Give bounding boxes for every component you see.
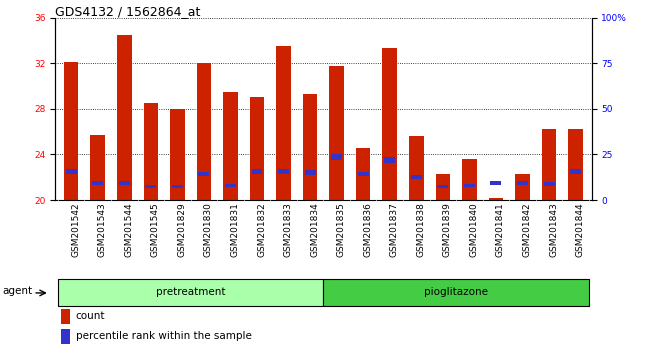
Bar bbox=[278, 169, 289, 174]
Text: GSM201837: GSM201837 bbox=[390, 202, 398, 257]
Text: GSM201833: GSM201833 bbox=[283, 202, 292, 257]
Text: pioglitazone: pioglitazone bbox=[424, 287, 488, 297]
Text: GSM201832: GSM201832 bbox=[257, 202, 266, 257]
Text: count: count bbox=[75, 311, 105, 321]
Bar bbox=[489, 198, 503, 200]
Bar bbox=[570, 169, 581, 174]
Text: GSM201839: GSM201839 bbox=[443, 202, 452, 257]
Text: GSM201545: GSM201545 bbox=[151, 202, 160, 257]
Bar bbox=[92, 181, 103, 185]
Bar bbox=[58, 279, 324, 307]
Bar bbox=[60, 309, 70, 324]
Bar bbox=[436, 174, 450, 200]
Bar bbox=[303, 94, 317, 200]
Bar bbox=[541, 129, 556, 200]
Bar bbox=[358, 172, 369, 176]
Bar bbox=[324, 279, 589, 307]
Bar bbox=[330, 65, 344, 200]
Text: GSM201842: GSM201842 bbox=[523, 202, 532, 257]
Bar bbox=[276, 46, 291, 200]
Bar bbox=[517, 181, 528, 185]
Bar bbox=[411, 175, 422, 179]
Bar bbox=[462, 159, 476, 200]
Text: GSM201544: GSM201544 bbox=[124, 202, 133, 257]
Text: GSM201830: GSM201830 bbox=[204, 202, 213, 257]
Bar bbox=[170, 109, 185, 200]
Text: GSM201831: GSM201831 bbox=[231, 202, 239, 257]
Text: pretreatment: pretreatment bbox=[156, 287, 226, 297]
Text: GSM201843: GSM201843 bbox=[549, 202, 558, 257]
Bar bbox=[331, 154, 342, 160]
Bar bbox=[172, 185, 183, 188]
Text: GSM201542: GSM201542 bbox=[72, 202, 80, 257]
Bar bbox=[491, 181, 501, 185]
Bar bbox=[464, 184, 475, 187]
Bar bbox=[305, 171, 316, 175]
Bar bbox=[252, 169, 263, 174]
Text: GSM201838: GSM201838 bbox=[416, 202, 425, 257]
Text: agent: agent bbox=[3, 286, 33, 296]
Bar bbox=[117, 35, 131, 200]
Bar bbox=[90, 135, 105, 200]
Bar bbox=[382, 48, 397, 200]
Bar bbox=[119, 181, 130, 185]
Bar bbox=[543, 182, 554, 185]
Bar bbox=[225, 184, 236, 187]
Text: GSM201834: GSM201834 bbox=[310, 202, 319, 257]
Bar bbox=[250, 97, 265, 200]
Text: GSM201835: GSM201835 bbox=[337, 202, 346, 257]
Text: GSM201836: GSM201836 bbox=[363, 202, 372, 257]
Bar bbox=[66, 169, 77, 174]
Text: GDS4132 / 1562864_at: GDS4132 / 1562864_at bbox=[55, 5, 201, 18]
Text: GSM201543: GSM201543 bbox=[98, 202, 107, 257]
Text: GSM201829: GSM201829 bbox=[177, 202, 187, 257]
Text: GSM201840: GSM201840 bbox=[469, 202, 478, 257]
Bar bbox=[196, 63, 211, 200]
Bar bbox=[146, 185, 156, 188]
Bar bbox=[198, 172, 209, 176]
Text: GSM201841: GSM201841 bbox=[496, 202, 505, 257]
Bar bbox=[144, 103, 158, 200]
Text: percentile rank within the sample: percentile rank within the sample bbox=[75, 331, 252, 341]
Bar bbox=[515, 174, 530, 200]
Text: GSM201844: GSM201844 bbox=[575, 202, 584, 257]
Bar bbox=[64, 62, 79, 200]
Bar bbox=[437, 185, 448, 188]
Bar bbox=[356, 148, 370, 200]
Bar bbox=[409, 136, 424, 200]
Bar bbox=[384, 157, 395, 163]
Bar bbox=[568, 129, 583, 200]
Bar bbox=[60, 329, 70, 343]
Bar bbox=[223, 92, 238, 200]
